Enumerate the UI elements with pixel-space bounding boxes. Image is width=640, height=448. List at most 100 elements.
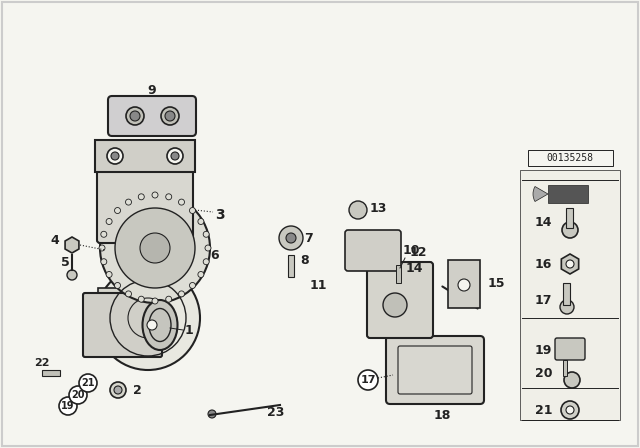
FancyBboxPatch shape bbox=[108, 96, 196, 136]
Text: 14: 14 bbox=[535, 215, 552, 228]
Circle shape bbox=[383, 293, 407, 317]
Text: 17: 17 bbox=[535, 293, 552, 306]
Circle shape bbox=[130, 111, 140, 121]
Circle shape bbox=[279, 226, 303, 250]
Text: 17: 17 bbox=[360, 375, 376, 385]
Bar bbox=[563, 360, 567, 376]
Circle shape bbox=[166, 194, 172, 200]
Circle shape bbox=[106, 271, 112, 277]
Text: 12: 12 bbox=[410, 246, 428, 258]
Text: 9: 9 bbox=[148, 83, 156, 96]
Polygon shape bbox=[448, 260, 480, 308]
Text: 11: 11 bbox=[310, 279, 328, 292]
Text: 20: 20 bbox=[71, 390, 84, 400]
Circle shape bbox=[147, 320, 157, 330]
Bar bbox=[566, 208, 573, 228]
Circle shape bbox=[358, 370, 378, 390]
Circle shape bbox=[111, 152, 119, 160]
Circle shape bbox=[114, 386, 122, 394]
Circle shape bbox=[138, 296, 144, 302]
Circle shape bbox=[125, 291, 131, 297]
Text: 20: 20 bbox=[535, 366, 552, 379]
Circle shape bbox=[110, 382, 126, 398]
Circle shape bbox=[106, 219, 112, 224]
Circle shape bbox=[349, 201, 367, 219]
Circle shape bbox=[166, 296, 172, 302]
Bar bbox=[520, 170, 620, 420]
Circle shape bbox=[152, 192, 158, 198]
Text: 10: 10 bbox=[403, 244, 420, 257]
FancyBboxPatch shape bbox=[367, 262, 433, 338]
Text: 4: 4 bbox=[51, 233, 60, 246]
Circle shape bbox=[115, 208, 195, 288]
Circle shape bbox=[203, 258, 209, 265]
Ellipse shape bbox=[143, 300, 177, 350]
Circle shape bbox=[99, 245, 105, 251]
Text: 15: 15 bbox=[488, 276, 506, 289]
Wedge shape bbox=[533, 186, 548, 202]
Circle shape bbox=[140, 233, 170, 263]
Circle shape bbox=[179, 199, 184, 205]
Text: 21: 21 bbox=[81, 378, 95, 388]
FancyBboxPatch shape bbox=[386, 336, 484, 404]
Circle shape bbox=[560, 300, 574, 314]
Circle shape bbox=[152, 298, 158, 304]
Bar bbox=[98, 288, 148, 348]
Circle shape bbox=[198, 271, 204, 277]
Bar bbox=[42, 370, 60, 376]
Text: 14: 14 bbox=[406, 262, 424, 275]
Circle shape bbox=[125, 199, 131, 205]
Text: 7: 7 bbox=[304, 232, 313, 245]
Circle shape bbox=[198, 219, 204, 224]
Circle shape bbox=[126, 107, 144, 125]
Text: 19: 19 bbox=[61, 401, 75, 411]
Circle shape bbox=[562, 222, 578, 238]
Circle shape bbox=[566, 406, 574, 414]
Text: 23: 23 bbox=[267, 405, 284, 418]
FancyBboxPatch shape bbox=[345, 230, 401, 271]
Text: 22: 22 bbox=[35, 358, 50, 368]
Circle shape bbox=[458, 279, 470, 291]
Text: 00135258: 00135258 bbox=[547, 153, 593, 163]
Circle shape bbox=[561, 401, 579, 419]
Text: 5: 5 bbox=[61, 255, 69, 268]
Circle shape bbox=[101, 258, 107, 265]
Circle shape bbox=[179, 291, 184, 297]
Circle shape bbox=[564, 372, 580, 388]
Circle shape bbox=[67, 270, 77, 280]
Text: 6: 6 bbox=[210, 249, 219, 262]
Circle shape bbox=[189, 283, 195, 289]
Circle shape bbox=[107, 148, 123, 164]
Circle shape bbox=[286, 233, 296, 243]
Bar bbox=[288, 255, 294, 277]
FancyBboxPatch shape bbox=[83, 293, 162, 357]
Circle shape bbox=[79, 374, 97, 392]
Circle shape bbox=[100, 193, 210, 303]
Circle shape bbox=[96, 266, 200, 370]
Bar bbox=[563, 283, 570, 305]
Circle shape bbox=[566, 260, 574, 268]
Text: 19: 19 bbox=[535, 344, 552, 357]
Bar bbox=[528, 150, 613, 166]
FancyBboxPatch shape bbox=[97, 167, 193, 243]
Circle shape bbox=[115, 207, 120, 214]
Circle shape bbox=[101, 231, 107, 237]
Text: 3: 3 bbox=[215, 208, 225, 222]
Text: 16: 16 bbox=[535, 258, 552, 271]
Circle shape bbox=[167, 148, 183, 164]
Text: 1: 1 bbox=[185, 323, 194, 336]
Circle shape bbox=[189, 207, 195, 214]
Circle shape bbox=[165, 111, 175, 121]
Circle shape bbox=[59, 397, 77, 415]
FancyBboxPatch shape bbox=[555, 338, 585, 360]
Circle shape bbox=[203, 231, 209, 237]
Circle shape bbox=[69, 386, 87, 404]
Circle shape bbox=[208, 410, 216, 418]
Circle shape bbox=[205, 245, 211, 251]
Text: 13: 13 bbox=[370, 202, 387, 215]
Circle shape bbox=[161, 107, 179, 125]
Circle shape bbox=[171, 152, 179, 160]
Circle shape bbox=[115, 283, 120, 289]
Text: 21: 21 bbox=[535, 404, 552, 417]
FancyArrowPatch shape bbox=[442, 286, 477, 309]
